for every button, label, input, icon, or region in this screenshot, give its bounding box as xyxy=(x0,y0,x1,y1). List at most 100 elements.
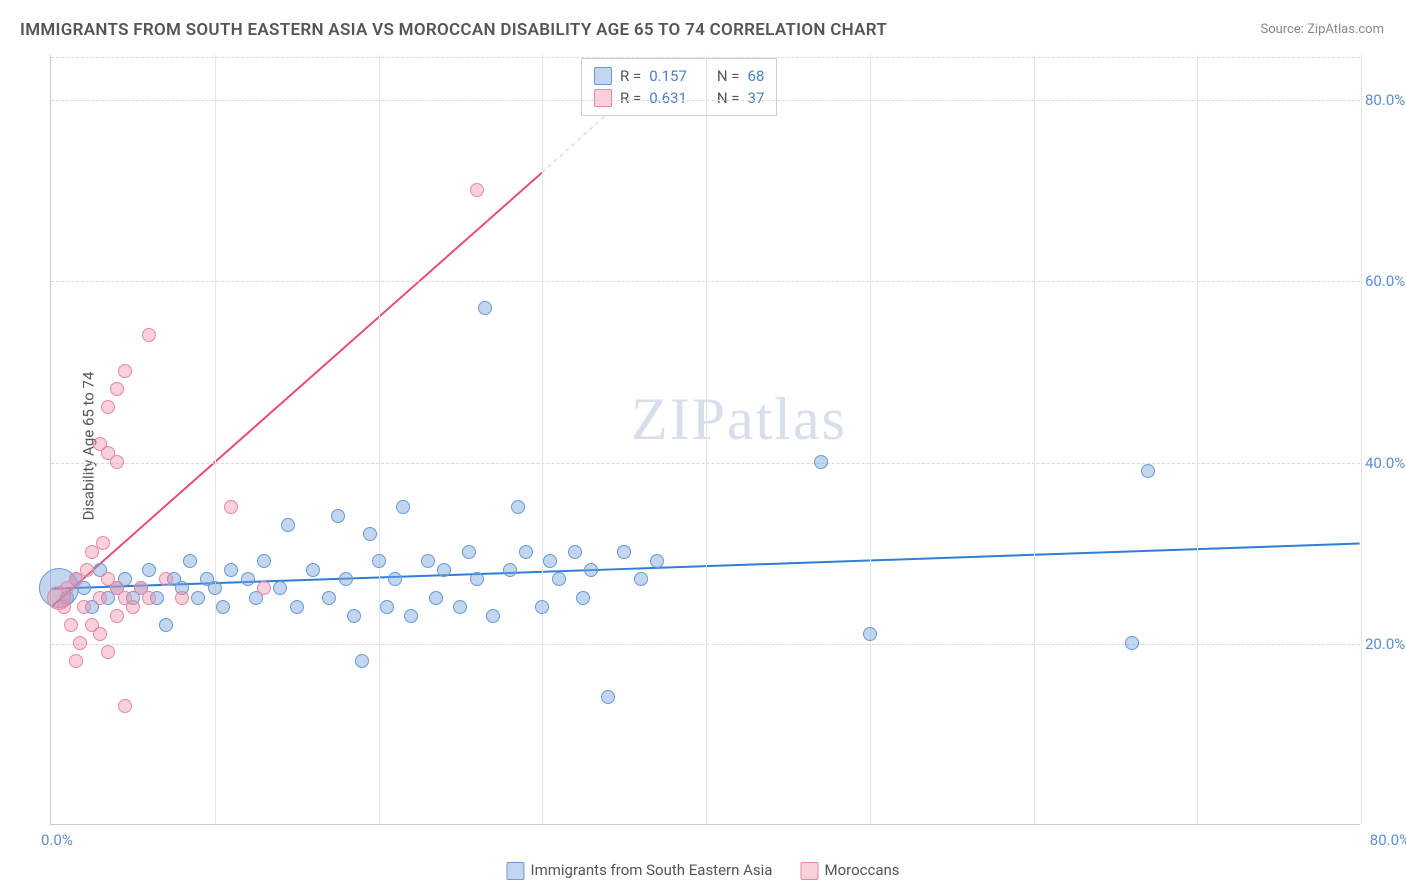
data-point xyxy=(73,636,87,650)
data-point xyxy=(363,527,377,541)
data-point xyxy=(96,536,110,550)
data-point xyxy=(470,572,484,586)
legend-stats: R =0.157N =68R =0.631N =37 xyxy=(581,58,777,116)
data-point xyxy=(110,609,124,623)
legend-n-value: 68 xyxy=(748,67,765,85)
y-tick-label: 80.0% xyxy=(1365,91,1406,109)
legend-n-label: N = xyxy=(717,89,740,107)
data-point xyxy=(503,563,517,577)
data-point xyxy=(519,545,533,559)
data-point xyxy=(224,563,238,577)
data-point xyxy=(576,591,590,605)
legend-n-value: 37 xyxy=(748,89,765,107)
data-point xyxy=(257,581,271,595)
data-point xyxy=(478,301,492,315)
data-point xyxy=(224,500,238,514)
data-point xyxy=(552,572,566,586)
gridline-v xyxy=(1034,55,1035,824)
legend-swatch xyxy=(594,67,612,85)
legend-item: Immigrants from South Eastern Asia xyxy=(506,861,772,880)
data-point xyxy=(617,545,631,559)
data-point xyxy=(453,600,467,614)
legend-swatch xyxy=(800,862,818,880)
data-point xyxy=(69,654,83,668)
legend-stats-row: R =0.157N =68 xyxy=(594,65,764,87)
data-point xyxy=(216,600,230,614)
y-tick-label: 20.0% xyxy=(1365,635,1406,653)
data-point xyxy=(511,500,525,514)
data-point xyxy=(77,600,91,614)
x-tick-origin: 0.0% xyxy=(41,831,73,849)
data-point xyxy=(93,627,107,641)
data-point xyxy=(347,609,361,623)
data-point xyxy=(80,563,94,577)
data-point xyxy=(1125,636,1139,650)
plot-area: ZIPatlas 0.0% 80.0% R =0.157N =68R =0.63… xyxy=(50,55,1360,825)
legend-swatch xyxy=(594,89,612,107)
legend-bottom: Immigrants from South Eastern Asia Morocc… xyxy=(506,861,899,880)
gridline-v xyxy=(870,55,871,824)
data-point xyxy=(159,572,173,586)
data-point xyxy=(142,591,156,605)
data-point xyxy=(396,500,410,514)
gridline-v xyxy=(379,55,380,824)
data-point xyxy=(64,618,78,632)
legend-item: Moroccans xyxy=(800,861,899,880)
legend-n-label: N = xyxy=(717,67,740,85)
data-point xyxy=(470,183,484,197)
data-point xyxy=(814,455,828,469)
data-point xyxy=(118,699,132,713)
data-point xyxy=(273,581,287,595)
data-point xyxy=(535,600,549,614)
data-point xyxy=(142,328,156,342)
gridline-v xyxy=(706,55,707,824)
data-point xyxy=(601,690,615,704)
data-point xyxy=(486,609,500,623)
data-point xyxy=(543,554,557,568)
legend-stats-row: R =0.631N =37 xyxy=(594,87,764,109)
data-point xyxy=(57,600,71,614)
data-point xyxy=(306,563,320,577)
x-tick-max: 80.0% xyxy=(1370,831,1406,849)
data-point xyxy=(339,572,353,586)
data-point xyxy=(388,572,402,586)
y-tick-label: 60.0% xyxy=(1365,272,1406,290)
watermark: ZIPatlas xyxy=(631,385,847,454)
data-point xyxy=(404,609,418,623)
data-point xyxy=(191,591,205,605)
chart-title: IMMIGRANTS FROM SOUTH EASTERN ASIA VS MO… xyxy=(20,20,887,40)
data-point xyxy=(110,455,124,469)
data-point xyxy=(429,591,443,605)
gridline-v xyxy=(542,55,543,824)
data-point xyxy=(257,554,271,568)
data-point xyxy=(437,563,451,577)
data-point xyxy=(372,554,386,568)
data-point xyxy=(175,591,189,605)
legend-r-label: R = xyxy=(620,67,641,85)
data-point xyxy=(126,600,140,614)
data-point xyxy=(241,572,255,586)
data-point xyxy=(322,591,336,605)
y-tick-label: 40.0% xyxy=(1365,454,1406,472)
data-point xyxy=(110,382,124,396)
legend-swatch xyxy=(506,862,524,880)
gridline-v xyxy=(1197,55,1198,824)
data-point xyxy=(634,572,648,586)
gridline-v xyxy=(215,55,216,824)
gridline-v xyxy=(1361,55,1362,824)
source-label: Source: ZipAtlas.com xyxy=(1260,22,1384,37)
data-point xyxy=(650,554,664,568)
data-point xyxy=(355,654,369,668)
data-point xyxy=(863,627,877,641)
legend-r-label: R = xyxy=(620,89,641,107)
data-point xyxy=(290,600,304,614)
data-point xyxy=(281,518,295,532)
data-point xyxy=(462,545,476,559)
data-point xyxy=(93,591,107,605)
data-point xyxy=(421,554,435,568)
data-point xyxy=(1141,464,1155,478)
data-point xyxy=(568,545,582,559)
data-point xyxy=(101,400,115,414)
data-point xyxy=(584,563,598,577)
data-point xyxy=(208,581,222,595)
